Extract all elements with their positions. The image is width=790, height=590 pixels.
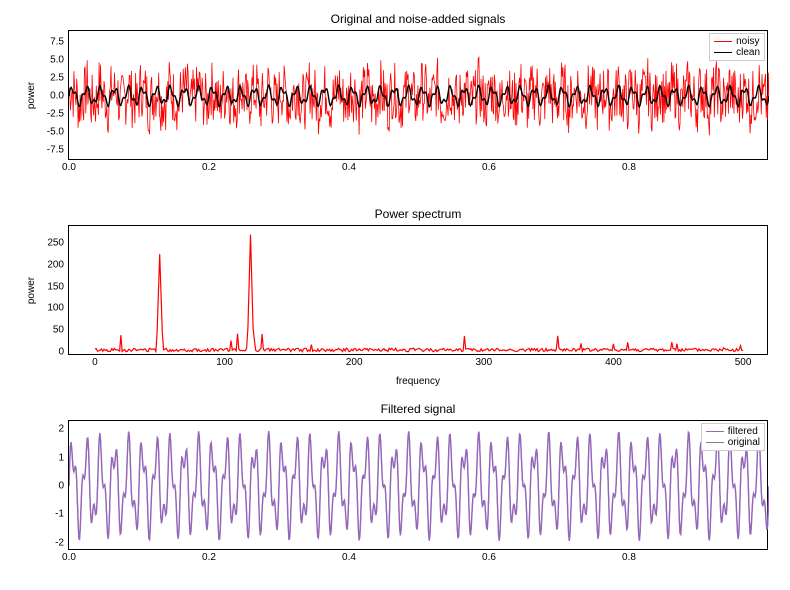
ytick: 1 [58, 452, 69, 463]
ylabel-signals: power [26, 82, 37, 109]
xtick: 0.8 [622, 549, 636, 563]
ytick: 0 [58, 481, 69, 492]
ytick: 5.0 [50, 54, 69, 65]
legend-label-noisy: noisy [736, 36, 759, 47]
xtick: 0.6 [482, 549, 496, 563]
ytick: 100 [47, 303, 69, 314]
xtick: 100 [216, 354, 233, 368]
xtick: 0 [92, 354, 98, 368]
plot-spectrum: 0501001502002500100200300400500 [68, 225, 768, 355]
xtick: 0.6 [482, 159, 496, 173]
ytick: -7.5 [47, 145, 69, 156]
xtick: 0.8 [622, 159, 636, 173]
xtick: 0.0 [62, 159, 76, 173]
legend-filtered: filtered original [701, 423, 765, 451]
svg-spectrum [69, 226, 769, 356]
plot-signals: noisy clean -7.5-5.0-2.50.02.55.07.50.00… [68, 30, 768, 160]
xtick: 500 [735, 354, 752, 368]
ytick: -5.0 [47, 127, 69, 138]
legend-swatch-original [706, 442, 724, 443]
legend-label-clean: clean [736, 47, 760, 58]
ylabel-spectrum: power [26, 277, 37, 304]
ytick: 150 [47, 281, 69, 292]
xlabel-spectrum: frequency [68, 376, 768, 387]
xtick: 0.2 [202, 159, 216, 173]
title-signals: Original and noise-added signals [68, 12, 768, 26]
xtick: 400 [605, 354, 622, 368]
ytick: 250 [47, 238, 69, 249]
xtick: 300 [475, 354, 492, 368]
panel-signals: Original and noise-added signals power n… [68, 30, 768, 160]
xtick: 0.2 [202, 549, 216, 563]
legend-item-original: original [706, 437, 760, 448]
svg-filtered [69, 421, 769, 551]
ytick: -2.5 [47, 109, 69, 120]
legend-swatch-filtered [706, 431, 724, 432]
legend-label-filtered: filtered [728, 426, 758, 437]
title-spectrum: Power spectrum [68, 207, 768, 221]
ytick: 2 [58, 424, 69, 435]
ytick: 7.5 [50, 36, 69, 47]
ytick: -2 [55, 537, 69, 548]
legend-item-filtered: filtered [706, 426, 760, 437]
ytick: -1 [55, 509, 69, 520]
ytick: 0 [58, 346, 69, 357]
plot-filtered: filtered original -2-10120.00.20.40.60.8 [68, 420, 768, 550]
panel-filtered: Filtered signal filtered original -2-101… [68, 420, 768, 550]
legend-signals: noisy clean [709, 33, 765, 61]
xtick: 200 [346, 354, 363, 368]
panel-spectrum: Power spectrum power frequency 050100150… [68, 225, 768, 355]
ytick: 2.5 [50, 72, 69, 83]
legend-swatch-clean [714, 52, 732, 53]
legend-swatch-noisy [714, 41, 732, 42]
xtick: 0.4 [342, 549, 356, 563]
figure: Original and noise-added signals power n… [0, 0, 790, 590]
legend-item-clean: clean [714, 47, 760, 58]
legend-item-noisy: noisy [714, 36, 760, 47]
ytick: 50 [53, 325, 69, 336]
ytick: 0.0 [50, 91, 69, 102]
xtick: 0.4 [342, 159, 356, 173]
svg-signals [69, 31, 769, 161]
legend-label-original: original [728, 437, 760, 448]
ytick: 200 [47, 260, 69, 271]
xtick: 0.0 [62, 549, 76, 563]
title-filtered: Filtered signal [68, 402, 768, 416]
